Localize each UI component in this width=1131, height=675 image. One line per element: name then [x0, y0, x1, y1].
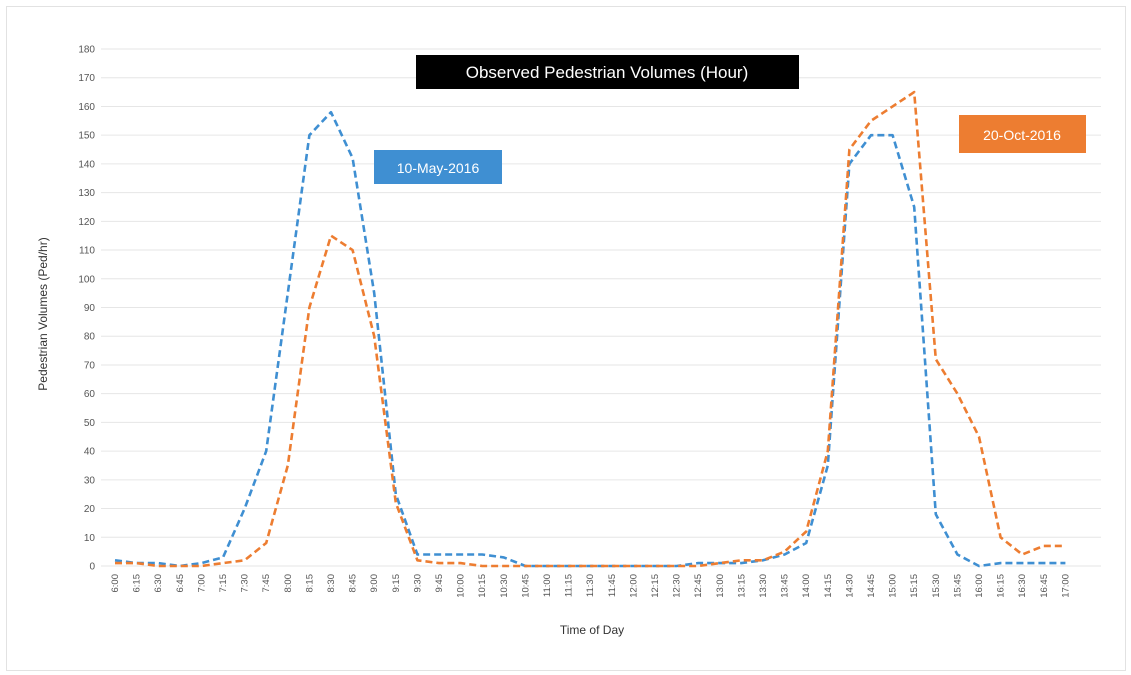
chart-title-background — [416, 55, 799, 89]
y-tick-label: 120 — [78, 217, 95, 228]
y-tick-label: 170 — [78, 73, 95, 84]
x-tick-label: 9:15 — [391, 574, 402, 593]
x-tick-label: 11:45 — [607, 574, 618, 597]
x-tick-label: 9:45 — [434, 574, 445, 593]
y-tick-label: 10 — [84, 533, 96, 544]
legend-may: 10-May-2016 — [374, 150, 502, 184]
x-tick-label: 7:45 — [261, 574, 272, 593]
y-tick-label: 100 — [78, 274, 95, 285]
y-tick-label: 150 — [78, 131, 95, 142]
y-tick-label: 110 — [79, 246, 95, 257]
x-tick-label: 12:15 — [650, 574, 661, 598]
x-axis-title: Time of Day — [560, 623, 624, 637]
series-line-oct-2016 — [115, 90, 1066, 568]
x-tick-label: 10:15 — [477, 574, 488, 598]
x-tick-label: 8:15 — [304, 574, 315, 593]
series-line-may-2016 — [114, 110, 1066, 568]
x-tick-label: 16:30 — [1017, 574, 1028, 598]
x-tick-label: 17:00 — [1060, 574, 1071, 598]
x-tick-label: 6:45 — [175, 574, 186, 593]
x-tick-label: 16:15 — [996, 574, 1007, 598]
gridlines — [101, 48, 1101, 567]
x-tick-label: 13:00 — [715, 574, 726, 598]
x-tick-label: 6:15 — [132, 574, 143, 593]
legend-may-label: 10-May-2016 — [397, 160, 480, 176]
legend-oct-label: 20-Oct-2016 — [983, 127, 1061, 143]
y-tick-label: 0 — [89, 562, 95, 573]
x-tick-label: 14:30 — [844, 574, 855, 598]
x-tick-label: 14:00 — [801, 574, 812, 598]
x-tick-label: 7:00 — [196, 574, 207, 593]
chart-title: Observed Pedestrian Volumes (Hour) — [466, 63, 749, 82]
x-tick-label: 9:00 — [369, 574, 380, 593]
x-tick-label: 13:15 — [736, 574, 747, 598]
x-tick-label: 11:15 — [564, 574, 575, 597]
y-tick-label: 80 — [84, 332, 96, 343]
x-tick-label: 10:45 — [520, 574, 531, 598]
legend-may-background — [374, 150, 502, 184]
y-tick-label: 180 — [78, 45, 95, 56]
series-lines — [114, 90, 1066, 568]
x-tick-label: 16:45 — [1039, 574, 1050, 598]
chart-frame: 0 10 20 30 40 50 60 70 80 90 100 110 120 130 140 150 160… — [6, 6, 1126, 671]
y-tick-label: 50 — [84, 418, 96, 429]
x-tick-label: 6:00 — [110, 574, 121, 593]
x-tick-label: 7:30 — [240, 574, 251, 593]
y-tick-label: 160 — [78, 102, 95, 113]
y-tick-label: 20 — [84, 504, 96, 515]
x-tick-label: 14:45 — [866, 574, 877, 598]
x-tick-label: 11:00 — [542, 574, 553, 597]
x-tick-label: 10:30 — [499, 574, 510, 598]
x-tick-label: 12:00 — [628, 574, 639, 598]
x-tick-label: 6:30 — [153, 574, 164, 593]
y-tick-label: 60 — [84, 389, 96, 400]
x-tick-label: 15:45 — [952, 574, 963, 598]
x-tick-label: 15:15 — [909, 574, 920, 598]
x-tick-label: 16:00 — [974, 574, 985, 598]
y-tick-labels: 0 10 20 30 40 50 60 70 80 90 100 110 120 130 140 150 160… — [78, 45, 95, 573]
y-tick-label: 70 — [84, 360, 96, 371]
x-tick-label: 13:30 — [758, 574, 769, 598]
y-tick-label: 130 — [78, 188, 95, 199]
y-tick-label: 140 — [78, 159, 95, 170]
x-tick-label: 14:15 — [823, 574, 834, 598]
legend-oct: 20-Oct-2016 — [959, 115, 1086, 153]
x-tick-label: 12:45 — [693, 574, 704, 598]
x-tick-label: 8:00 — [283, 574, 294, 593]
x-tick-label: 11:30 — [585, 574, 596, 597]
legend-oct-background — [959, 115, 1086, 153]
x-tick-label: 10:00 — [456, 574, 467, 598]
y-tick-label: 30 — [84, 475, 96, 486]
x-tick-label: 15:30 — [931, 574, 942, 598]
line-chart: 0 10 20 30 40 50 60 70 80 90 100 110 120 130 140 150 160… — [36, 45, 1101, 637]
x-tick-label: 13:45 — [780, 574, 791, 598]
chart-title-box: Observed Pedestrian Volumes (Hour) — [416, 55, 799, 89]
x-tick-label: 9:30 — [412, 574, 423, 593]
x-tick-label: 12:30 — [672, 574, 683, 598]
x-tick-label: 7:15 — [218, 574, 229, 593]
x-tick-label: 15:00 — [888, 574, 899, 598]
x-tick-label: 8:45 — [348, 574, 359, 593]
y-tick-label: 90 — [84, 303, 96, 314]
y-axis-title: Pedestrian Volumes (Ped/hr) — [36, 237, 50, 390]
x-tick-label: 8:30 — [326, 574, 337, 593]
y-tick-label: 40 — [84, 447, 96, 458]
x-tick-labels: 6:00 6:15 6:30 6:45 7:00 7:15 7:30 7:45 8:00 8:15… — [110, 574, 1071, 598]
